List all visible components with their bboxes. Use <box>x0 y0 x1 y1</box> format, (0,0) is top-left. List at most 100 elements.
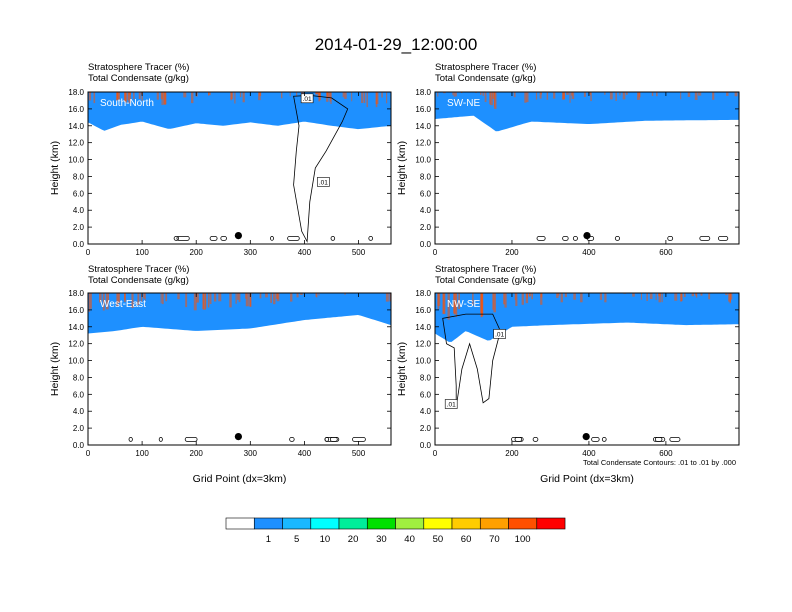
tracer-streak <box>646 293 648 301</box>
contour-loop <box>511 436 524 442</box>
plot-frame <box>434 292 740 446</box>
colorbar-swatch <box>479 517 509 530</box>
condensate-contours <box>128 436 366 442</box>
tracer-field <box>435 92 739 132</box>
tracer-streak <box>539 92 542 99</box>
y-axis-label: Height (km) <box>49 342 61 396</box>
tracer-streak <box>651 92 654 96</box>
tracer-streak <box>504 293 507 308</box>
colorbar-label: 40 <box>404 534 415 545</box>
tracer-streak <box>234 92 236 104</box>
tracer-streak <box>712 92 715 100</box>
tracer-streak <box>700 92 702 96</box>
y-tick-label: 0.0 <box>73 441 85 450</box>
tracer-streak <box>453 92 456 97</box>
tracer-streak <box>99 293 102 303</box>
panel-sw-ne: 0.0 2.0 4.0 6.0 8.0 10.0 12.0 14.0 16.0 18.0 0 200 4… <box>396 62 740 257</box>
tracer-streak <box>708 293 711 300</box>
tracer-streak <box>318 293 320 296</box>
tracer-streak <box>161 92 163 105</box>
tracer-streak <box>316 293 318 298</box>
tracer-streak <box>289 92 291 97</box>
tracer-streak <box>165 293 168 302</box>
tracer-streak <box>680 92 682 100</box>
y-tick-label: 10.0 <box>415 357 431 366</box>
tracer-streak <box>138 92 141 99</box>
tracer-streak <box>381 92 383 98</box>
colorbar-swatch <box>310 517 340 530</box>
tracer-streak <box>599 293 602 300</box>
tracer-streak <box>342 92 345 98</box>
field-label-tracer: Stratosphere Tracer (%) <box>435 264 536 275</box>
tracer-streak <box>556 293 559 298</box>
tracer-streak <box>315 92 319 94</box>
tracer-streak <box>481 293 483 316</box>
y-tick-label: 10.0 <box>415 156 431 165</box>
contour-loop <box>209 235 218 241</box>
tracer-streak <box>443 293 445 314</box>
tracer-streak <box>526 92 529 103</box>
contour-loop <box>699 235 711 241</box>
x-tick-label: 0 <box>86 449 91 458</box>
tracer-streak <box>604 92 606 95</box>
tracer-streak <box>540 293 543 305</box>
tracer-streak <box>162 293 164 305</box>
colorbar-swatch <box>423 517 453 530</box>
tracer-streak <box>583 92 586 97</box>
colorbar-label: 70 <box>489 534 500 545</box>
x-tick-label: 600 <box>659 449 673 458</box>
colorbar-label: 100 <box>515 534 531 545</box>
tracer-streak <box>437 293 440 310</box>
colorbar-label: 5 <box>294 534 299 545</box>
tracer-streak <box>700 293 703 296</box>
tracer-streak <box>89 293 92 309</box>
colorbar-swatch <box>282 517 312 530</box>
y-tick-label: 12.0 <box>415 340 431 349</box>
tracer-streak <box>245 293 249 307</box>
tracer-streak <box>531 293 533 300</box>
tracer-streak <box>562 92 565 100</box>
y-axis-label: Height (km) <box>396 342 408 396</box>
tracer-streak <box>490 92 493 106</box>
tracer-streak <box>492 293 495 310</box>
y-tick-label: 4.0 <box>420 206 432 215</box>
tracer-streak <box>88 92 92 101</box>
x-tick-label: 0 <box>433 449 438 458</box>
colorbar-label: 1 <box>266 534 271 545</box>
y-tick-label: 4.0 <box>73 206 85 215</box>
tracer-streak <box>128 92 131 104</box>
contour-label-box <box>444 399 458 409</box>
tracer-streak <box>730 293 733 300</box>
tracer-streak <box>734 92 738 97</box>
tracer-streak <box>691 293 694 297</box>
tracer-streak <box>455 293 458 317</box>
tracer-streak <box>726 92 729 96</box>
tracer-streak <box>566 92 569 95</box>
contour-label-box <box>493 329 506 339</box>
y-tick-label: 8.0 <box>420 172 432 181</box>
x-tick-label: 300 <box>244 449 258 458</box>
colorbar-swatch <box>395 517 425 530</box>
tracer-streak <box>93 92 96 104</box>
tracer-streak <box>102 293 105 311</box>
tracer-streak <box>239 92 242 97</box>
y-tick-label: 6.0 <box>420 189 432 198</box>
tracer-streak <box>494 92 497 109</box>
contour-loop <box>653 436 663 442</box>
tracer-streak <box>492 92 495 99</box>
colorbar-label: 20 <box>348 534 359 545</box>
tracer-streak <box>116 293 119 307</box>
tracer-streak <box>649 293 653 299</box>
tracer-streak <box>573 293 576 300</box>
contour-label-box <box>300 93 314 104</box>
tracer-streak <box>622 92 626 100</box>
colorbar-swatch <box>254 517 283 530</box>
y-tick-label: 18.0 <box>68 289 84 298</box>
tracer-streak <box>193 293 197 311</box>
y-tick-label: 8.0 <box>420 373 432 382</box>
contour-label: .01 <box>319 179 328 186</box>
tracer-streak <box>695 293 698 298</box>
field-label-tracer: Stratosphere Tracer (%) <box>435 62 536 73</box>
y-tick-label: 10.0 <box>68 156 84 165</box>
tracer-streak <box>580 293 583 303</box>
